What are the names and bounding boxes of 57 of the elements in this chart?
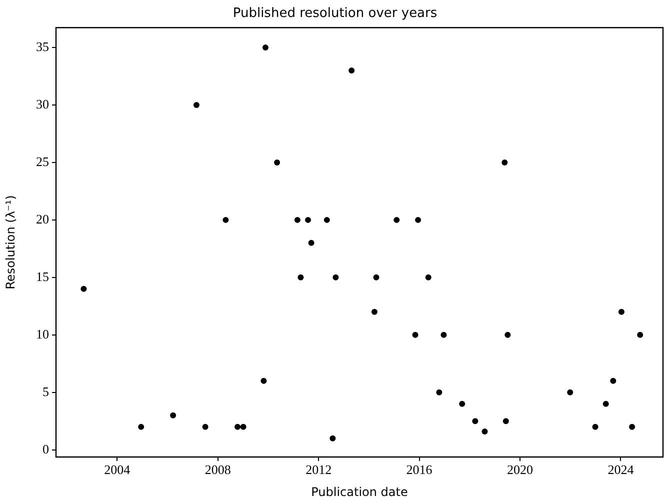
point [260,378,267,384]
y-tick-label: 30 [36,96,49,112]
point [629,424,636,430]
point [262,44,268,50]
point [324,216,330,223]
point [504,332,511,338]
point [482,428,488,434]
x-axis-title: Publication date [311,484,408,499]
point [440,332,447,338]
point [394,216,400,223]
point [332,274,339,280]
point [567,389,574,396]
point [459,400,466,407]
point [425,274,432,280]
point [502,418,509,424]
y-tick-label: 15 [36,268,49,284]
x-tick-label: 2016 [406,462,433,478]
point [637,332,644,338]
y-tick-label: 5 [42,384,49,399]
point [305,216,312,223]
point [274,159,280,166]
point [138,424,144,430]
point [610,378,616,384]
chart-title: Published resolution over years [232,6,438,22]
point [618,308,624,315]
point [412,332,418,338]
x-tick-label: 2020 [507,462,533,478]
point [502,159,508,166]
y-axis-title: Resolution (λ⁻¹) [3,195,18,290]
point [415,216,422,223]
point [330,435,336,442]
y-tick-label: 0 [42,441,49,456]
point [592,424,598,430]
point [602,400,609,407]
x-tick-label: 2024 [608,462,634,478]
point [294,216,300,223]
point [222,216,229,223]
point [348,67,355,74]
x-tick-label: 2004 [104,462,131,478]
x-tick-label: 2012 [306,462,332,478]
point [202,424,208,430]
point [234,424,241,430]
y-tick-label: 35 [36,38,49,54]
point [373,274,380,280]
point [371,308,378,315]
point [298,274,304,280]
y-tick-label: 10 [36,326,49,342]
y-tick-label: 20 [36,211,49,226]
point [240,424,246,430]
point [308,240,314,246]
point [193,102,200,108]
point [472,418,478,424]
point [80,286,87,292]
point [170,412,176,418]
y-tick-label: 25 [36,154,49,169]
x-tick-label: 2008 [204,462,231,478]
point [436,389,442,396]
